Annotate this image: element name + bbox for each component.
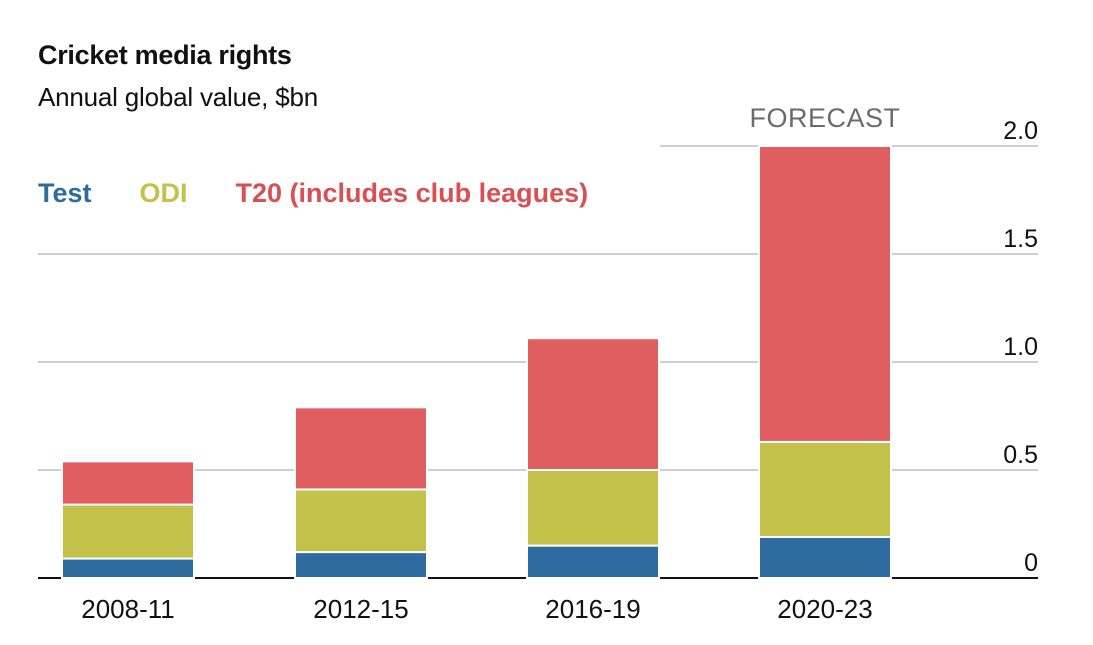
forecast-label: FORECAST (749, 103, 900, 133)
x-tick-label: 2016-19 (545, 594, 640, 624)
bar-layer (61, 145, 892, 580)
x-tick-label: 2020-23 (777, 594, 872, 624)
x-tick-label: 2008-11 (81, 594, 175, 624)
y-tick-label: 0.5 (1003, 441, 1038, 469)
bar-test-2008-11 (61, 557, 195, 579)
chart-subtitle: Annual global value, $bn (38, 82, 318, 112)
bar-odi-2012-15 (294, 488, 428, 554)
bar-odi-2020-23 (758, 440, 892, 538)
bar-test-2020-23 (758, 535, 892, 580)
bar-t20-2020-23 (758, 145, 892, 443)
chart-title: Cricket media rights (38, 40, 292, 70)
legend-t20: T20 (includes club leagues) (235, 178, 589, 208)
bar-test-2012-15 (294, 551, 428, 580)
bar-t20-2012-15 (294, 406, 428, 491)
legend-odi: ODI (139, 178, 188, 208)
y-tick-label: 1.5 (1003, 225, 1038, 253)
bar-test-2016-19 (526, 544, 660, 579)
bar-odi-2008-11 (61, 503, 195, 560)
label-layer: 0 0.5 1.0 1.5 2.0 2008-11 2012-15 2016-19 2020-2… (81, 103, 1038, 624)
y-tick-label: 2.0 (1003, 117, 1038, 145)
bar-t20-2008-11 (61, 460, 195, 506)
y-tick-label: 1.0 (1003, 333, 1038, 361)
legend-test: Test (38, 178, 92, 208)
y-tick-label: 0 (1024, 549, 1038, 577)
x-tick-label: 2012-15 (313, 594, 408, 624)
bar-t20-2016-19 (526, 337, 660, 471)
bar-odi-2016-19 (526, 469, 660, 547)
legend: Test ODI T20 (includes club leagues) (38, 178, 588, 209)
